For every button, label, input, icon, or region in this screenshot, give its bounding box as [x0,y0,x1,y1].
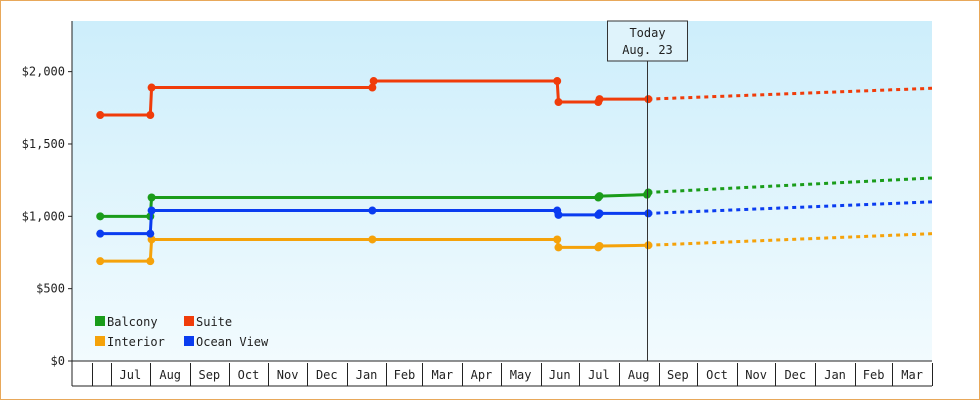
month-label: Jan [824,368,846,382]
month-label: Sep [198,368,220,382]
month-label: Feb [394,368,416,382]
month-label: Mar [431,368,453,382]
month-label: Nov [745,368,767,382]
plot-area [72,21,932,361]
month-label: Oct [238,368,260,382]
month-label: May [510,368,532,382]
data-point [369,77,378,86]
y-tick-label: $500 [36,282,65,296]
legend-swatch [184,316,194,326]
legend-label: Suite [196,315,232,329]
data-point [96,257,105,266]
legend: Balcony Suite Interior Ocean View [95,315,269,349]
y-tick-label: $1,000 [22,209,65,223]
month-label: Dec [316,368,338,382]
data-point [147,83,156,92]
data-point [146,229,155,238]
series-layer [96,77,933,266]
month-label: Dec [784,368,806,382]
data-point [595,209,604,218]
legend-swatch [95,336,105,346]
data-point [595,95,604,104]
data-point [554,243,563,252]
month-label: Jul [120,368,142,382]
y-tick-label: $2,000 [22,65,65,79]
legend-label: Balcony [107,315,158,329]
y-tick-label: $0 [51,354,65,368]
legend-swatch [95,316,105,326]
legend-item: Interior [95,335,165,349]
month-label: Apr [471,368,493,382]
data-point [96,212,105,221]
data-point [644,209,653,218]
data-point [553,235,562,244]
data-point [146,257,155,266]
month-label: Aug [159,368,181,382]
today-marker: Today Aug. 23 [607,20,688,361]
series-ocean-view [96,200,933,238]
y-tick-label: $1,500 [22,137,65,151]
data-point [554,98,563,107]
data-point [553,77,562,86]
data-point [595,192,604,201]
month-label: Jan [356,368,378,382]
data-point [368,206,377,215]
month-label: Sep [667,368,689,382]
data-point [147,206,156,215]
data-point [146,111,155,120]
data-point [147,193,156,202]
legend-item: Balcony [95,315,158,329]
month-label: Aug [628,368,650,382]
data-point [644,95,653,104]
today-date: Aug. 23 [622,43,673,57]
today-label: Today [629,26,665,40]
legend-item: Ocean View [184,335,269,349]
data-point [554,210,563,219]
today-box [607,20,688,62]
data-point [595,241,604,250]
legend-item: Suite [184,315,232,329]
data-point [644,188,653,197]
series-suite [96,77,933,120]
month-label: Nov [277,368,299,382]
data-point [368,235,377,244]
data-point [368,83,377,92]
month-label: Oct [706,368,728,382]
month-label: Mar [901,368,923,382]
month-label: Feb [863,368,885,382]
data-point [96,111,105,120]
month-label: Jun [549,368,571,382]
legend-swatch [184,336,194,346]
data-point [96,229,105,238]
legend-label: Ocean View [196,335,269,349]
legend-label: Interior [107,335,165,349]
month-label: Jul [588,368,610,382]
data-point [644,241,653,250]
axes: $0 $500 $1,000 $1,500 $2,000 Jul Aug Sep Oct Nov D… [22,21,933,387]
